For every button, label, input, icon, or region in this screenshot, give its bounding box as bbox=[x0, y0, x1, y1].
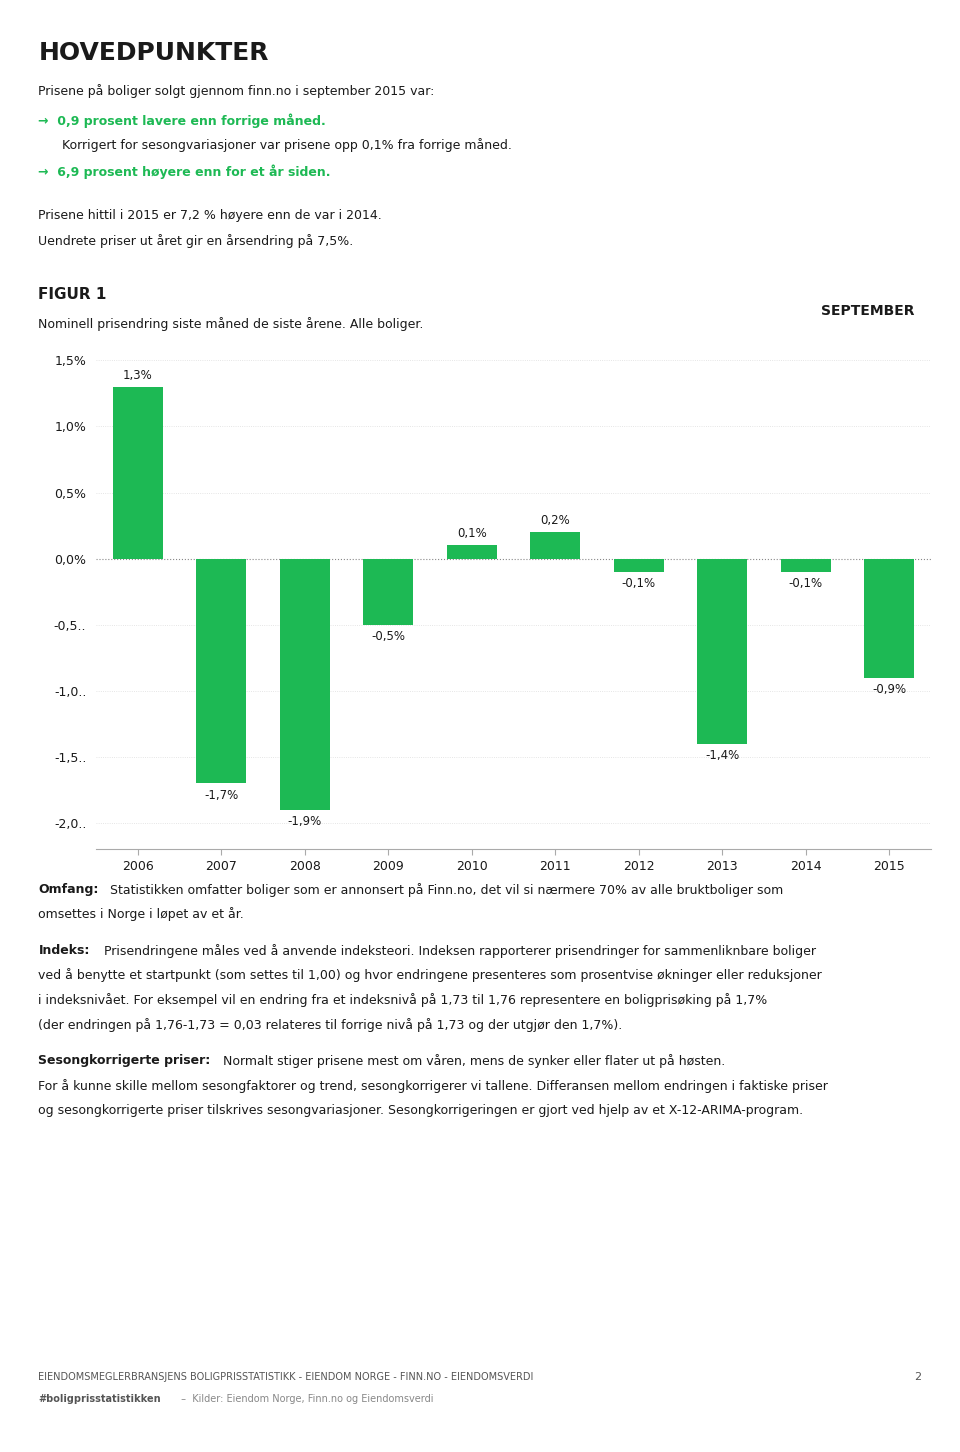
Text: →  6,9 prosent høyere enn for et år siden.: → 6,9 prosent høyere enn for et år siden… bbox=[38, 164, 331, 179]
Bar bbox=[613, 559, 664, 572]
Text: omsettes i Norge i løpet av et år.: omsettes i Norge i løpet av et år. bbox=[38, 908, 244, 922]
Bar bbox=[112, 386, 163, 559]
Text: -0,9%: -0,9% bbox=[873, 682, 906, 696]
Bar bbox=[864, 559, 915, 678]
Text: -1,9%: -1,9% bbox=[288, 815, 322, 828]
Text: -0,1%: -0,1% bbox=[622, 576, 656, 590]
Text: Prisene på boliger solgt gjennom finn.no i september 2015 var:: Prisene på boliger solgt gjennom finn.no… bbox=[38, 84, 435, 99]
Text: (der endringen på 1,76-1,73 = 0,03 relateres til forrige nivå på 1,73 og der utg: (der endringen på 1,76-1,73 = 0,03 relat… bbox=[38, 1018, 623, 1032]
Bar bbox=[697, 559, 748, 743]
Text: SEPTEMBER: SEPTEMBER bbox=[821, 305, 915, 318]
Text: Omfang:: Omfang: bbox=[38, 883, 99, 896]
Text: -1,4%: -1,4% bbox=[706, 749, 739, 762]
Bar bbox=[196, 559, 247, 783]
Text: Korrigert for sesongvariasjoner var prisene opp 0,1% fra forrige måned.: Korrigert for sesongvariasjoner var pris… bbox=[62, 138, 513, 152]
Text: Nominell prisendring siste måned de siste årene. Alle boliger.: Nominell prisendring siste måned de sist… bbox=[38, 317, 423, 331]
Bar bbox=[446, 546, 497, 559]
Bar bbox=[780, 559, 831, 572]
Text: –  Kilder: Eiendom Norge, Finn.no og Eiendomsverdi: – Kilder: Eiendom Norge, Finn.no og Eien… bbox=[178, 1394, 433, 1404]
Text: i indeksnivået. For eksempel vil en endring fra et indeksnivå på 1,73 til 1,76 r: i indeksnivået. For eksempel vil en endr… bbox=[38, 993, 768, 1008]
Text: Statistikken omfatter boliger som er annonsert på Finn.no, det vil si nærmere 70: Statistikken omfatter boliger som er ann… bbox=[110, 883, 783, 897]
Text: -1,7%: -1,7% bbox=[204, 788, 238, 802]
Bar bbox=[279, 559, 330, 810]
Text: EIENDOMSMEGLERBRANSJENS BOLIGPRISSTATISTIKK - EIENDOM NORGE - FINN.NO - EIENDOMS: EIENDOMSMEGLERBRANSJENS BOLIGPRISSTATIST… bbox=[38, 1372, 534, 1382]
Text: For å kunne skille mellom sesongfaktorer og trend, sesongkorrigerer vi tallene. : For å kunne skille mellom sesongfaktorer… bbox=[38, 1079, 828, 1093]
Text: →  0,9 prosent lavere enn forrige måned.: → 0,9 prosent lavere enn forrige måned. bbox=[38, 113, 326, 128]
Text: Prisendringene måles ved å anvende indeksteori. Indeksen rapporterer prisendring: Prisendringene måles ved å anvende indek… bbox=[104, 944, 816, 958]
Text: og sesongkorrigerte priser tilskrives sesongvariasjoner. Sesongkorrigeringen er : og sesongkorrigerte priser tilskrives se… bbox=[38, 1104, 804, 1117]
Text: Indeks:: Indeks: bbox=[38, 944, 90, 957]
Text: -0,1%: -0,1% bbox=[789, 576, 823, 590]
Bar bbox=[363, 559, 414, 624]
Text: HOVEDPUNKTER: HOVEDPUNKTER bbox=[38, 41, 269, 65]
Text: Uendrete priser ut året gir en årsendring på 7,5%.: Uendrete priser ut året gir en årsendrin… bbox=[38, 234, 353, 248]
Text: 0,2%: 0,2% bbox=[540, 514, 570, 527]
Text: #boligprisstatistikken: #boligprisstatistikken bbox=[38, 1394, 161, 1404]
Text: Prisene hittil i 2015 er 7,2 % høyere enn de var i 2014.: Prisene hittil i 2015 er 7,2 % høyere en… bbox=[38, 209, 382, 222]
Text: 2: 2 bbox=[915, 1372, 922, 1382]
Text: -0,5%: -0,5% bbox=[372, 630, 405, 643]
Text: 0,1%: 0,1% bbox=[457, 527, 487, 540]
Text: 1,3%: 1,3% bbox=[123, 369, 153, 382]
Text: Normalt stiger prisene mest om våren, mens de synker eller flater ut på høsten.: Normalt stiger prisene mest om våren, me… bbox=[223, 1054, 725, 1069]
Text: Sesongkorrigerte priser:: Sesongkorrigerte priser: bbox=[38, 1054, 210, 1067]
Bar bbox=[530, 533, 581, 559]
Text: FIGUR 1: FIGUR 1 bbox=[38, 287, 107, 302]
Text: ved å benytte et startpunkt (som settes til 1,00) og hvor endringene presenteres: ved å benytte et startpunkt (som settes … bbox=[38, 968, 822, 983]
